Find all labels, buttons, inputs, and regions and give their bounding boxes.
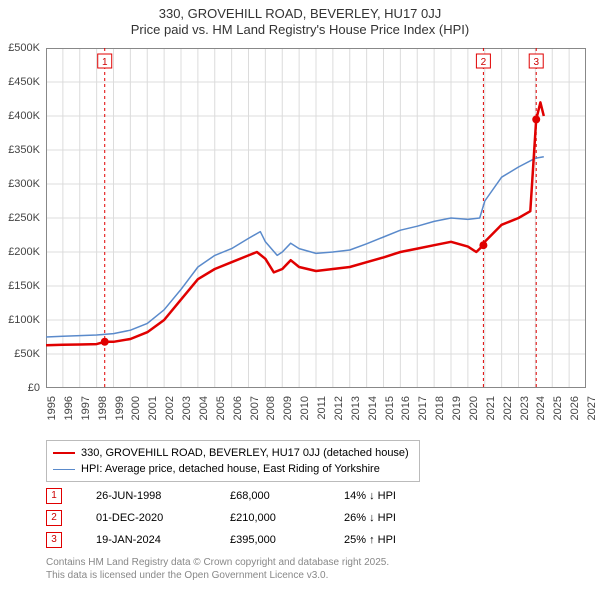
x-tick-label: 1997 bbox=[80, 396, 92, 420]
x-tick-label: 2014 bbox=[367, 396, 379, 420]
event-marker-1: 1 bbox=[46, 488, 62, 504]
legend-label-hpi: HPI: Average price, detached house, East… bbox=[81, 461, 380, 477]
legend-label-price: 330, GROVEHILL ROAD, BEVERLEY, HU17 0JJ … bbox=[81, 445, 409, 461]
x-tick-label: 2013 bbox=[350, 396, 362, 420]
footer: Contains HM Land Registry data © Crown c… bbox=[46, 556, 389, 582]
x-tick-label: 2001 bbox=[147, 396, 159, 420]
title-line1: 330, GROVEHILL ROAD, BEVERLEY, HU17 0JJ bbox=[0, 6, 600, 21]
x-tick-label: 1998 bbox=[97, 396, 109, 420]
x-tick-label: 2019 bbox=[451, 396, 463, 420]
x-tick-label: 2017 bbox=[417, 396, 429, 420]
x-tick-label: 2004 bbox=[198, 396, 210, 420]
y-tick-label: £350K bbox=[8, 144, 40, 156]
footer-line2: This data is licensed under the Open Gov… bbox=[46, 569, 389, 582]
x-tick-label: 1995 bbox=[46, 396, 58, 420]
x-tick-label: 2023 bbox=[519, 396, 531, 420]
legend-swatch-hpi bbox=[53, 469, 75, 470]
event-date-3: 19-JAN-2024 bbox=[96, 534, 196, 546]
x-tick-label: 1996 bbox=[63, 396, 75, 420]
x-tick-label: 2003 bbox=[181, 396, 193, 420]
x-tick-label: 2000 bbox=[130, 396, 142, 420]
svg-text:3: 3 bbox=[533, 57, 539, 68]
chart-container: 330, GROVEHILL ROAD, BEVERLEY, HU17 0JJ … bbox=[0, 0, 600, 590]
event-marker-2: 2 bbox=[46, 510, 62, 526]
event-diff-2: 26% ↓ HPI bbox=[344, 512, 396, 524]
y-tick-label: £400K bbox=[8, 110, 40, 122]
y-tick-label: £0 bbox=[28, 382, 40, 394]
event-price-3: £395,000 bbox=[230, 534, 310, 546]
svg-text:1: 1 bbox=[102, 57, 108, 68]
x-tick-label: 2010 bbox=[299, 396, 311, 420]
event-row-3: 3 19-JAN-2024 £395,000 25% ↑ HPI bbox=[46, 532, 586, 548]
x-axis-labels: 1995 1996 1997 1998 1999 2000 2001 2002 2003 2004… bbox=[46, 392, 586, 440]
legend-swatch-price bbox=[53, 452, 75, 454]
event-diff-1: 14% ↓ HPI bbox=[344, 490, 396, 502]
x-tick-label: 1999 bbox=[114, 396, 126, 420]
x-tick-label: 2020 bbox=[468, 396, 480, 420]
y-tick-label: £500K bbox=[8, 42, 40, 54]
legend-row-hpi: HPI: Average price, detached house, East… bbox=[53, 461, 409, 477]
chart-plot-area: 1 2 3 bbox=[46, 48, 586, 388]
y-tick-label: £150K bbox=[8, 280, 40, 292]
x-tick-label: 2011 bbox=[316, 396, 328, 420]
x-tick-label: 2007 bbox=[249, 396, 261, 420]
x-tick-label: 2027 bbox=[586, 396, 598, 420]
x-tick-label: 2015 bbox=[384, 396, 396, 420]
x-tick-label: 2009 bbox=[282, 396, 294, 420]
footer-line1: Contains HM Land Registry data © Crown c… bbox=[46, 556, 389, 569]
event-diff-3: 25% ↑ HPI bbox=[344, 534, 396, 546]
y-tick-label: £250K bbox=[8, 212, 40, 224]
y-tick-label: £450K bbox=[8, 76, 40, 88]
y-tick-label: £200K bbox=[8, 246, 40, 258]
y-tick-label: £300K bbox=[8, 178, 40, 190]
y-tick-label: £50K bbox=[14, 348, 40, 360]
event-price-2: £210,000 bbox=[230, 512, 310, 524]
y-axis-labels: £0£50K£100K£150K£200K£250K£300K£350K£400… bbox=[0, 48, 44, 388]
y-tick-label: £100K bbox=[8, 314, 40, 326]
x-tick-label: 2026 bbox=[569, 396, 581, 420]
x-tick-label: 2018 bbox=[434, 396, 446, 420]
x-tick-label: 2005 bbox=[215, 396, 227, 420]
event-price-1: £68,000 bbox=[230, 490, 310, 502]
event-date-1: 26-JUN-1998 bbox=[96, 490, 196, 502]
event-row-1: 1 26-JUN-1998 £68,000 14% ↓ HPI bbox=[46, 488, 586, 504]
x-tick-label: 2022 bbox=[502, 396, 514, 420]
legend-row-price: 330, GROVEHILL ROAD, BEVERLEY, HU17 0JJ … bbox=[53, 445, 409, 461]
title-line2: Price paid vs. HM Land Registry's House … bbox=[0, 22, 600, 37]
x-tick-label: 2002 bbox=[164, 396, 176, 420]
event-row-2: 2 01-DEC-2020 £210,000 26% ↓ HPI bbox=[46, 510, 586, 526]
x-tick-label: 2006 bbox=[232, 396, 244, 420]
event-marker-3: 3 bbox=[46, 532, 62, 548]
x-tick-label: 2008 bbox=[265, 396, 277, 420]
event-date-2: 01-DEC-2020 bbox=[96, 512, 196, 524]
x-tick-label: 2016 bbox=[400, 396, 412, 420]
events-table: 1 26-JUN-1998 £68,000 14% ↓ HPI 2 01-DEC… bbox=[46, 488, 586, 554]
x-tick-label: 2024 bbox=[535, 396, 547, 420]
title-area: 330, GROVEHILL ROAD, BEVERLEY, HU17 0JJ … bbox=[0, 0, 600, 37]
svg-text:2: 2 bbox=[481, 57, 487, 68]
x-tick-label: 2025 bbox=[552, 396, 564, 420]
legend: 330, GROVEHILL ROAD, BEVERLEY, HU17 0JJ … bbox=[46, 440, 420, 482]
chart-svg: 1 2 3 bbox=[46, 48, 586, 388]
x-tick-label: 2021 bbox=[485, 396, 497, 420]
x-tick-label: 2012 bbox=[333, 396, 345, 420]
